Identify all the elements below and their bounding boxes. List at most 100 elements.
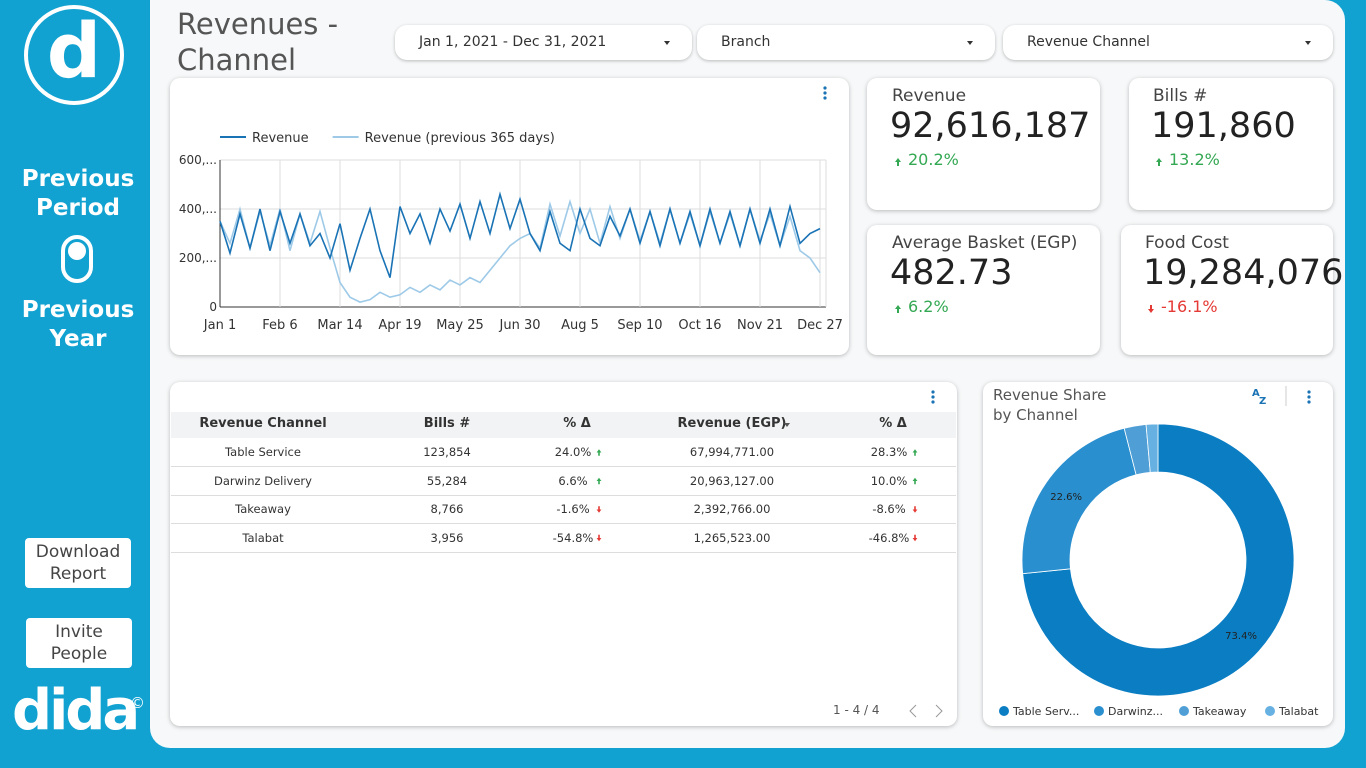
kpi-value: 191,860 (1151, 106, 1296, 146)
toggle[interactable] (61, 235, 93, 283)
up-arrow (1156, 158, 1162, 166)
table-cell: Table Service (225, 445, 301, 459)
x-tick-label: Jan 1 (203, 318, 236, 333)
legend-label: Table Serv... (1012, 705, 1079, 718)
donut-slice (1145, 423, 1159, 473)
down-arrow (1148, 305, 1154, 313)
filter-dropdown[interactable]: Revenue Channel (1003, 25, 1333, 60)
up-arrow (912, 449, 918, 456)
table-cell: 55,284 (426, 473, 468, 488)
pagination: 1 - 4 / 4 (833, 703, 880, 717)
table-cell: 3,956 (430, 530, 464, 545)
table-cell: 6.6% (558, 473, 588, 488)
down-arrow (912, 506, 918, 513)
column-header[interactable]: Revenue (EGP) (677, 416, 787, 431)
legend-label: Takeaway (1192, 705, 1247, 718)
legend-dot (1179, 706, 1189, 716)
kpi-label: Food Cost (1145, 233, 1229, 253)
table-cell: -8.6% (872, 502, 906, 516)
kpi-label: Bills # (1153, 86, 1208, 106)
x-tick-label: Sep 10 (617, 318, 662, 333)
line-card (170, 78, 849, 355)
invite-button[interactable]: Invite People (26, 618, 132, 668)
kpi-change: -16.1% (1161, 297, 1218, 316)
table-cell: -54.8% (552, 530, 594, 545)
kpi-value: 92,616,187 (890, 106, 1091, 146)
table-cell: Talabat (242, 530, 284, 545)
row-divider (171, 551, 956, 553)
kpi-label: Average Basket (EGP) (892, 233, 1078, 253)
sort-icon[interactable]: AZ (1252, 388, 1266, 407)
x-tick-label: Aug 5 (561, 318, 599, 333)
table-cell: 8,766 (430, 502, 464, 516)
kpi-change: 6.2% (908, 297, 949, 316)
menu-icon[interactable] (823, 86, 827, 100)
x-tick-label: Mar 14 (317, 318, 362, 333)
kpi-card (1129, 78, 1333, 210)
column-header[interactable]: Revenue Channel (199, 416, 327, 431)
column-header[interactable]: Bills # (423, 416, 471, 431)
table-cell: 123,854 (423, 445, 471, 459)
x-tick-label: Apr 19 (378, 318, 421, 333)
kpi-card (1121, 225, 1333, 355)
svg-text:A: A (1252, 388, 1260, 399)
y-tick-label: 200,... (179, 251, 217, 265)
x-tick-label: Nov 21 (737, 318, 783, 333)
line-series (219, 191, 821, 278)
dropdown-caret (967, 41, 973, 45)
legend-dot (1265, 706, 1275, 716)
x-tick-label: May 25 (436, 318, 484, 333)
data-label: 22.6% (1050, 492, 1082, 503)
kpi-change: 13.2% (1169, 150, 1220, 169)
toggle-label: Previous Year (21, 297, 135, 352)
table-cell: Darwinz Delivery (214, 473, 312, 488)
logo: d (24, 5, 124, 105)
column-header[interactable]: % Δ (879, 416, 907, 431)
up-arrow (596, 449, 602, 456)
dropdown-caret (1305, 41, 1311, 45)
brand-mark: © (130, 694, 145, 712)
table-header-bg (171, 412, 956, 438)
down-arrow (912, 534, 918, 542)
kpi-card (867, 225, 1100, 355)
next-page[interactable] (935, 704, 943, 718)
table-cell: 28.3% (870, 445, 908, 459)
table-cell: -1.6% (556, 502, 590, 516)
download-button[interactable]: Download Report (25, 538, 131, 588)
y-tick-label: 0 (209, 300, 217, 314)
legend-label: Darwinz... (1108, 705, 1163, 718)
kpi-value: 19,284,076 (1143, 253, 1344, 293)
column-header[interactable]: % Δ (563, 416, 591, 431)
svg-text:Z: Z (1259, 396, 1266, 407)
menu-icon[interactable] (931, 390, 935, 404)
y-tick-label: 600,... (179, 153, 217, 167)
legend-label: Revenue (252, 131, 309, 146)
menu-icon[interactable] (1307, 390, 1311, 404)
table-cell: 24.0% (554, 445, 592, 459)
kpi-value: 482.73 (890, 253, 1013, 293)
page-title: Revenues - Channel (177, 7, 339, 77)
kpi-label: Revenue (892, 86, 967, 106)
up-arrow (895, 305, 901, 313)
x-tick-label: Feb 6 (262, 318, 297, 333)
legend-dot (999, 706, 1009, 716)
row-divider (171, 523, 956, 524)
kpi-change: 20.2% (908, 150, 959, 169)
legend-label: Talabat (1278, 705, 1319, 718)
table-cell: Takeaway (235, 502, 291, 516)
toggle-label: Previous Period (21, 166, 135, 221)
y-tick-label: 400,... (179, 202, 217, 216)
table-card (170, 382, 957, 726)
down-arrow (596, 534, 602, 542)
filter-dropdown[interactable]: Branch (697, 25, 995, 60)
kpi-card (867, 78, 1100, 210)
up-arrow (895, 158, 901, 166)
row-divider (171, 466, 956, 467)
prev-page[interactable] (909, 704, 917, 718)
legend-dot (1094, 706, 1104, 716)
down-arrow (596, 506, 602, 513)
filter-dropdown[interactable]: Jan 1, 2021 - Dec 31, 2021 (395, 25, 692, 60)
table-cell: 2,392,766.00 (693, 502, 771, 516)
